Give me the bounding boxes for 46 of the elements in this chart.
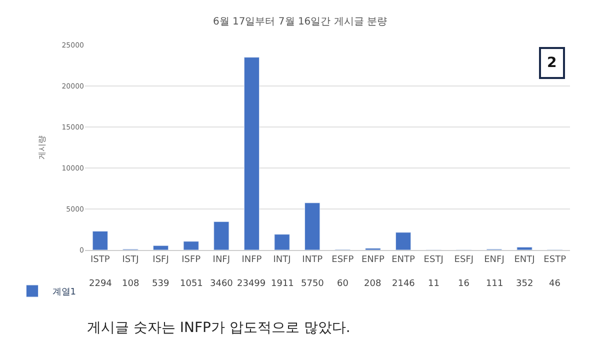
legend-label: 계열1 (52, 288, 76, 298)
data-label: 60 (337, 279, 349, 289)
bar (304, 202, 320, 250)
x-tick-label: ESTP (544, 254, 567, 265)
data-label: 2294 (89, 279, 112, 289)
bar (516, 246, 532, 250)
data-label: 23499 (237, 279, 266, 289)
x-tick-label: INTJ (273, 254, 291, 265)
x-tick-label: ENTP (392, 254, 416, 265)
bar (395, 232, 412, 250)
bar (183, 241, 199, 250)
x-tick-label: ESFP (332, 254, 354, 265)
data-label: 111 (486, 279, 504, 289)
x-tick-label: ESFJ (454, 254, 474, 265)
annotation: 2 (547, 55, 557, 71)
data-label: 16 (458, 279, 470, 289)
bar (214, 221, 230, 250)
data-label: 3460 (210, 279, 234, 289)
data-label: 539 (152, 279, 170, 289)
data-label: 5750 (301, 279, 324, 289)
x-tick-label: INFP (242, 254, 262, 265)
bar (244, 57, 260, 250)
x-tick-label: ENTJ (514, 254, 535, 265)
x-tick-label: ISFP (182, 254, 202, 265)
data-label: 108 (122, 279, 140, 289)
data-label: 1911 (271, 279, 294, 289)
text: 게시글 숫자는 INFP가 압도적으로 많았다. (87, 320, 350, 336)
bar (274, 234, 290, 250)
data-label: 2146 (392, 279, 416, 289)
data-label: 208 (364, 279, 382, 289)
bar (152, 245, 169, 250)
x-tick-label: ISTP (90, 254, 110, 265)
x-tick-label: ISTJ (122, 254, 139, 265)
x-tick-label: INTP (302, 254, 324, 265)
x-tick-label: INFJ (212, 254, 230, 265)
x-tick-label: ESTJ (424, 254, 444, 265)
x-tick-label: ENFJ (484, 254, 504, 265)
chart-title: 6월 17일부터 7월 16일간 게시글 분량 (212, 16, 388, 28)
y-axis-title: 게시량 (37, 136, 46, 160)
data-label: 46 (549, 279, 561, 289)
bar (92, 230, 108, 250)
x-tick-label: ISFJ (152, 254, 169, 265)
data-label: 1051 (180, 279, 203, 289)
x-tick-label: ENFP (361, 254, 386, 265)
data-label: 11 (428, 279, 440, 289)
data-label: 352 (516, 279, 534, 289)
